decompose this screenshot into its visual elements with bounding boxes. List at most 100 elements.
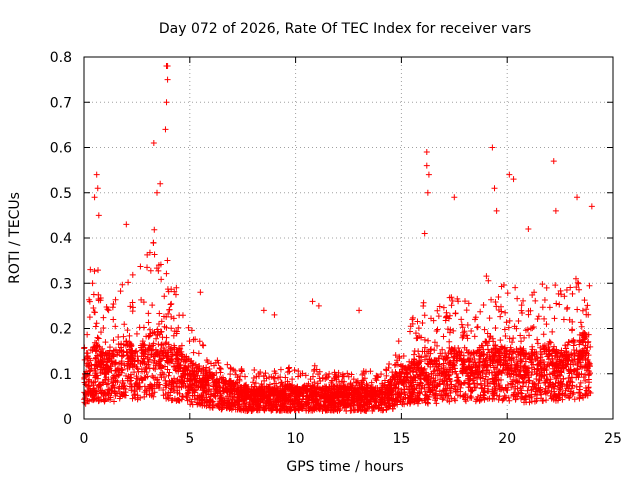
data-point bbox=[163, 63, 170, 70]
data-point bbox=[325, 373, 332, 380]
data-point bbox=[94, 352, 101, 359]
data-point bbox=[420, 374, 427, 381]
data-point bbox=[512, 284, 519, 291]
data-point bbox=[81, 399, 88, 406]
data-point bbox=[391, 362, 398, 369]
data-point bbox=[547, 359, 554, 366]
data-point bbox=[350, 392, 357, 399]
data-point bbox=[414, 318, 421, 325]
data-point bbox=[256, 384, 263, 391]
plot-frame bbox=[83, 56, 614, 420]
data-point bbox=[349, 382, 356, 389]
data-point bbox=[102, 376, 109, 383]
data-point bbox=[150, 139, 157, 146]
data-point bbox=[460, 393, 467, 400]
data-point bbox=[360, 386, 367, 393]
data-point bbox=[433, 360, 440, 367]
data-point bbox=[227, 365, 234, 372]
y-tick-label: 0.4 bbox=[50, 231, 72, 247]
data-point bbox=[520, 297, 527, 304]
data-point bbox=[216, 365, 223, 372]
data-point bbox=[513, 346, 520, 353]
data-point bbox=[101, 377, 108, 384]
data-point bbox=[303, 407, 310, 414]
data-point bbox=[316, 368, 323, 375]
data-point bbox=[129, 308, 136, 315]
data-point bbox=[539, 304, 546, 311]
data-point bbox=[160, 345, 167, 352]
data-point bbox=[574, 366, 581, 373]
data-point bbox=[414, 381, 421, 388]
data-point bbox=[497, 376, 504, 383]
data-point bbox=[554, 356, 561, 363]
data-point bbox=[111, 398, 118, 405]
data-point bbox=[509, 350, 516, 357]
data-point bbox=[528, 350, 535, 357]
data-point bbox=[456, 355, 463, 362]
data-point bbox=[503, 386, 510, 393]
data-point bbox=[217, 395, 224, 402]
data-point bbox=[502, 333, 509, 340]
data-point bbox=[584, 302, 591, 309]
data-point bbox=[529, 343, 536, 350]
data-point bbox=[154, 189, 161, 196]
data-point bbox=[462, 398, 469, 405]
data-point bbox=[216, 398, 223, 405]
data-point bbox=[180, 357, 187, 364]
data-point bbox=[471, 384, 478, 391]
data-point bbox=[545, 353, 552, 360]
data-point bbox=[350, 407, 357, 414]
data-point bbox=[200, 394, 207, 401]
data-point bbox=[476, 353, 483, 360]
data-point bbox=[334, 407, 341, 414]
data-point bbox=[196, 396, 203, 403]
data-point bbox=[186, 370, 193, 377]
data-point bbox=[518, 338, 525, 345]
data-point bbox=[90, 291, 97, 298]
data-point bbox=[481, 378, 488, 385]
data-point bbox=[190, 367, 197, 374]
data-point bbox=[497, 303, 504, 310]
data-point bbox=[179, 312, 186, 319]
data-point bbox=[498, 283, 505, 290]
data-point bbox=[486, 315, 493, 322]
data-point bbox=[177, 365, 184, 372]
data-point bbox=[504, 347, 511, 354]
data-point bbox=[268, 373, 275, 380]
data-point bbox=[505, 394, 512, 401]
data-point bbox=[468, 388, 475, 395]
data-point bbox=[373, 372, 380, 379]
data-point bbox=[490, 364, 497, 371]
data-point bbox=[93, 171, 100, 178]
data-point bbox=[462, 366, 469, 373]
data-point bbox=[497, 359, 504, 366]
data-point bbox=[261, 406, 268, 413]
data-point bbox=[502, 360, 509, 367]
data-point bbox=[553, 363, 560, 370]
data-point bbox=[489, 144, 496, 151]
data-point bbox=[311, 366, 318, 373]
data-point bbox=[421, 356, 428, 363]
data-point bbox=[96, 358, 103, 365]
data-point bbox=[228, 399, 235, 406]
data-point bbox=[525, 372, 532, 379]
data-point bbox=[93, 343, 100, 350]
data-point bbox=[185, 383, 192, 390]
data-point bbox=[160, 313, 167, 320]
data-point bbox=[510, 176, 517, 183]
data-point bbox=[535, 376, 542, 383]
data-point bbox=[123, 338, 130, 345]
data-point bbox=[151, 226, 158, 233]
data-point bbox=[277, 366, 284, 373]
data-point bbox=[324, 396, 331, 403]
data-point bbox=[360, 370, 367, 377]
data-point bbox=[446, 338, 453, 345]
data-point bbox=[473, 362, 480, 369]
data-point bbox=[485, 376, 492, 383]
y-axis-label: ROTI / TECUs bbox=[7, 192, 23, 284]
data-point bbox=[378, 384, 385, 391]
data-point bbox=[512, 383, 519, 390]
data-point bbox=[465, 377, 472, 384]
data-point bbox=[274, 385, 281, 392]
data-point bbox=[564, 341, 571, 348]
